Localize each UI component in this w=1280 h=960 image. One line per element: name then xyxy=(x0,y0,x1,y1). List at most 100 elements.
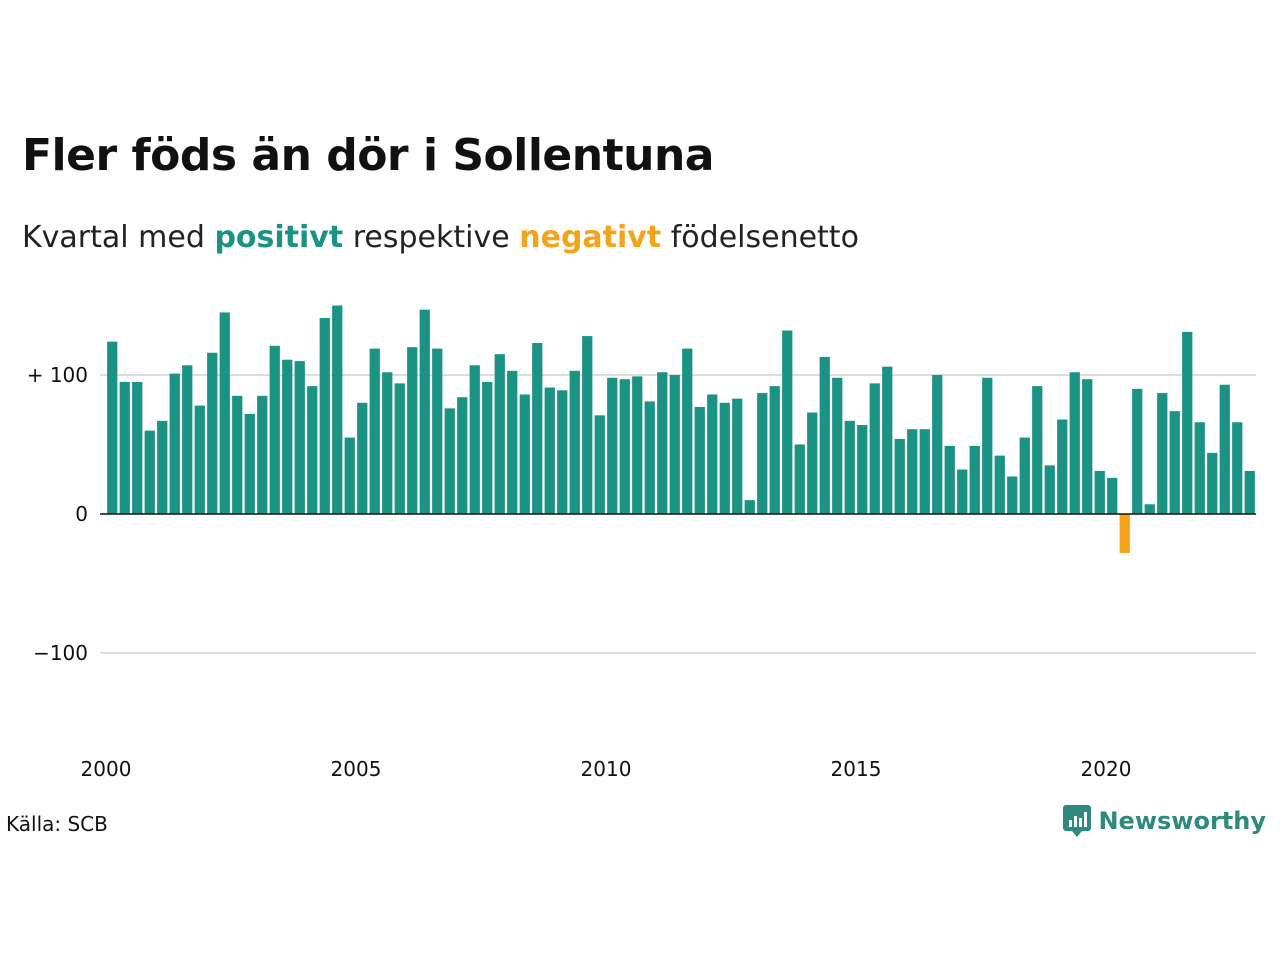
bar xyxy=(919,429,930,514)
bar xyxy=(694,406,705,514)
axes: + 100 0 −100 2000 2005 2010 2015 2020 xyxy=(27,363,1256,781)
bar xyxy=(994,455,1005,514)
bar-chart: + 100 0 −100 2000 2005 2010 2015 2020 xyxy=(27,305,1256,781)
bars xyxy=(107,305,1255,553)
bar xyxy=(1219,384,1230,514)
y-tick-label: + 100 xyxy=(27,363,88,387)
newsworthy-logo-icon xyxy=(1063,805,1092,837)
bar xyxy=(869,383,880,514)
bar xyxy=(519,394,530,514)
bar xyxy=(1169,411,1180,514)
bar xyxy=(207,352,218,514)
bar xyxy=(882,366,893,514)
bar xyxy=(769,386,780,514)
bar xyxy=(932,375,943,514)
bar xyxy=(607,377,618,514)
bar xyxy=(332,305,343,514)
bar xyxy=(394,383,405,514)
bar xyxy=(294,361,305,514)
bar xyxy=(619,379,630,514)
bar xyxy=(1232,422,1243,514)
bar xyxy=(119,381,130,514)
bar xyxy=(282,359,293,514)
y-tick-label: 0 xyxy=(75,502,88,526)
bar xyxy=(269,345,280,514)
bar xyxy=(1057,419,1068,514)
bar xyxy=(157,420,168,514)
x-tick-label: 2005 xyxy=(331,757,382,781)
bar xyxy=(1244,470,1255,514)
bar xyxy=(719,402,730,514)
bar xyxy=(707,394,718,514)
bar xyxy=(1157,393,1168,514)
x-tick-label: 2000 xyxy=(81,757,132,781)
bar xyxy=(1082,379,1093,514)
x-tick-label: 2020 xyxy=(1081,757,1132,781)
brand-logo[interactable]: Newsworthy xyxy=(1062,804,1266,838)
bar xyxy=(457,397,468,514)
bar xyxy=(582,336,593,514)
bar xyxy=(419,309,430,514)
y-tick-label: −100 xyxy=(33,641,88,665)
bar xyxy=(832,377,843,514)
bar xyxy=(857,425,868,514)
bar xyxy=(482,381,493,514)
bar xyxy=(569,370,580,514)
bar xyxy=(1132,388,1143,514)
bar xyxy=(1194,422,1205,514)
bar xyxy=(844,420,855,514)
bar xyxy=(307,386,318,514)
bar xyxy=(319,318,330,514)
bar xyxy=(744,500,755,514)
bar xyxy=(232,395,243,514)
source-note: Källa: SCB xyxy=(6,812,108,836)
bar xyxy=(1069,372,1080,514)
bar xyxy=(132,381,143,514)
bar xyxy=(544,387,555,514)
bar xyxy=(432,348,443,514)
bar xyxy=(407,347,418,514)
bar xyxy=(894,438,905,514)
bar xyxy=(644,401,655,514)
bar xyxy=(594,415,605,514)
chart-title: Fler föds än dör i Sollentuna xyxy=(22,130,714,181)
bar xyxy=(782,330,793,514)
bar xyxy=(1107,477,1118,514)
x-tick-label: 2010 xyxy=(581,757,632,781)
bar xyxy=(1094,470,1105,514)
bar xyxy=(357,402,368,514)
bar xyxy=(369,348,380,514)
bar xyxy=(794,444,805,514)
bar xyxy=(507,370,518,514)
bar xyxy=(194,405,205,514)
bar xyxy=(732,398,743,514)
bar xyxy=(1044,465,1055,514)
bar xyxy=(107,341,118,514)
subtitle-negative-word: negativt xyxy=(519,220,662,255)
bar xyxy=(682,348,693,514)
bar xyxy=(944,445,955,514)
bar xyxy=(819,356,830,514)
bar xyxy=(344,437,355,514)
bar xyxy=(257,395,268,514)
bar xyxy=(244,413,255,514)
bar xyxy=(657,372,668,514)
bar xyxy=(1144,504,1155,514)
subtitle-middle: respektive xyxy=(352,220,510,255)
bar xyxy=(1182,331,1193,514)
bar xyxy=(444,408,455,514)
bar xyxy=(632,376,643,514)
bar xyxy=(144,430,155,514)
bar xyxy=(532,343,543,514)
bar xyxy=(1032,386,1043,514)
bar xyxy=(757,393,768,514)
bar xyxy=(1019,437,1030,514)
bar xyxy=(957,469,968,514)
bar xyxy=(1119,514,1130,553)
bar xyxy=(169,373,180,514)
subtitle-positive-word: positivt xyxy=(214,220,344,255)
bar xyxy=(494,354,505,514)
bar xyxy=(469,365,480,514)
brand-name: Newsworthy xyxy=(1098,807,1266,835)
subtitle-suffix: födelsenetto xyxy=(670,220,859,255)
